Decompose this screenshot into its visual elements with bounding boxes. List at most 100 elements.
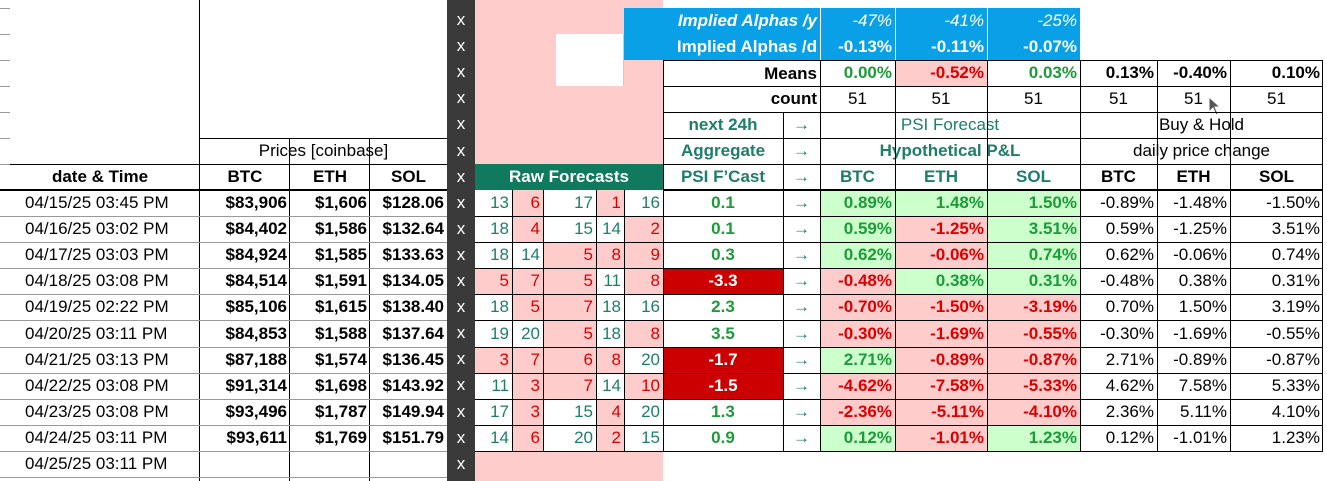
pl-cell[interactable]: -0.70%: [820, 294, 895, 321]
btc-price-cell[interactable]: $84,402: [225, 219, 287, 239]
raw-forecast-cell[interactable]: 13: [475, 190, 512, 216]
raw-forecast-cell[interactable]: 5: [499, 271, 509, 291]
buy-hold-cell[interactable]: -0.89%: [1173, 349, 1227, 369]
raw-forecast-cell[interactable]: 1: [611, 193, 621, 212]
raw-forecast-cell[interactable]: 18: [596, 294, 624, 321]
pl-cell[interactable]: 0.89%: [820, 190, 895, 216]
pl-cell[interactable]: -0.06%: [895, 242, 987, 269]
psi-forecast-cell[interactable]: 0.9: [711, 427, 735, 447]
raw-forecast-cell[interactable]: 18: [596, 320, 624, 347]
psi-forecast-cell[interactable]: 3.5: [711, 323, 735, 343]
raw-forecast-cell[interactable]: 2: [611, 427, 621, 447]
date-cell[interactable]: 04/24/25 03:11 PM: [25, 427, 168, 447]
buy-hold-cell[interactable]: 5.11%: [1180, 401, 1227, 421]
eth-price-cell[interactable]: $1,787: [315, 401, 367, 421]
psi-forecast-cell[interactable]: 0.1: [711, 219, 735, 239]
psi-forecast-cell[interactable]: 2.3: [711, 297, 735, 317]
eth-price-cell[interactable]: $1,586: [315, 219, 367, 239]
raw-forecast-cell[interactable]: 8: [650, 271, 660, 291]
sol-price-cell[interactable]: $143.92: [382, 375, 444, 395]
btc-price-cell[interactable]: $93,496: [225, 401, 287, 421]
eth-price-cell[interactable]: $1,698: [315, 375, 367, 395]
pl-cell[interactable]: 3.51%: [987, 216, 1080, 243]
btc-price-cell[interactable]: $91,314: [225, 375, 287, 395]
buy-hold-cell[interactable]: 0.31%: [1271, 271, 1320, 291]
psi-forecast-cell[interactable]: 0.1: [711, 193, 735, 212]
raw-forecast-cell[interactable]: 18: [475, 242, 512, 269]
pl-cell[interactable]: 0.38%: [895, 268, 987, 295]
buy-hold-cell[interactable]: 7.58%: [1178, 375, 1227, 395]
pl-cell[interactable]: -1.01%: [895, 424, 987, 451]
pl-cell[interactable]: 0.74%: [987, 242, 1080, 269]
raw-forecast-cell[interactable]: 6: [530, 427, 540, 447]
btc-price-cell[interactable]: $84,853: [225, 323, 287, 343]
buy-hold-cell[interactable]: 2.36%: [1105, 401, 1154, 421]
raw-forecast-cell[interactable]: 6: [583, 349, 593, 369]
btc-price-cell[interactable]: $93,611: [226, 427, 287, 447]
btc-price-cell[interactable]: $84,924: [225, 245, 287, 265]
sol-price-cell[interactable]: $138.40: [382, 297, 444, 317]
eth-price-cell[interactable]: $1,574: [315, 349, 367, 369]
buy-hold-cell[interactable]: 0.62%: [1105, 245, 1154, 265]
sol-price-cell[interactable]: $133.63: [382, 245, 444, 265]
raw-forecast-cell[interactable]: 20: [543, 424, 596, 451]
raw-forecast-cell[interactable]: 5: [583, 245, 593, 265]
raw-forecast-cell[interactable]: 10: [641, 375, 660, 395]
raw-forecast-cell[interactable]: 4: [611, 401, 621, 421]
pl-cell[interactable]: 0.59%: [820, 216, 895, 243]
pl-cell[interactable]: -0.89%: [895, 346, 987, 373]
raw-forecast-cell[interactable]: 15: [624, 424, 663, 451]
raw-forecast-cell[interactable]: 4: [530, 219, 540, 239]
buy-hold-cell[interactable]: 2.71%: [1105, 349, 1154, 369]
psi-forecast-cell[interactable]: -1.7: [663, 346, 783, 373]
sol-price-cell[interactable]: $136.45: [382, 349, 444, 369]
btc-price-cell[interactable]: $84,514: [225, 271, 287, 291]
pl-cell[interactable]: 0.62%: [820, 242, 895, 269]
sol-price-cell[interactable]: $134.05: [382, 271, 444, 291]
pl-cell[interactable]: 1.50%: [987, 190, 1080, 216]
buy-hold-cell[interactable]: 3.19%: [1271, 297, 1320, 317]
raw-forecast-cell[interactable]: 7: [583, 375, 593, 395]
sol-price-cell[interactable]: $132.64: [382, 219, 444, 239]
raw-forecast-cell[interactable]: 14: [475, 424, 512, 451]
buy-hold-cell[interactable]: -0.87%: [1266, 349, 1320, 369]
pl-cell[interactable]: -4.62%: [820, 372, 895, 399]
pl-cell[interactable]: -0.55%: [987, 320, 1080, 347]
pl-cell[interactable]: -5.33%: [987, 372, 1080, 399]
pl-cell[interactable]: -0.30%: [820, 320, 895, 347]
buy-hold-cell[interactable]: -0.30%: [1100, 323, 1154, 343]
raw-forecast-cell[interactable]: 7: [583, 297, 593, 317]
buy-hold-cell[interactable]: 1.23%: [1271, 427, 1320, 447]
btc-price-cell[interactable]: $85,106: [225, 297, 287, 317]
pl-cell[interactable]: -7.58%: [895, 372, 987, 399]
raw-forecast-cell[interactable]: 11: [596, 268, 624, 295]
raw-forecast-cell[interactable]: 18: [475, 294, 512, 321]
raw-forecast-cell[interactable]: 8: [611, 245, 621, 265]
buy-hold-cell[interactable]: 4.62%: [1105, 375, 1154, 395]
eth-price-cell[interactable]: $1,588: [315, 323, 367, 343]
raw-forecast-cell[interactable]: 11: [475, 372, 512, 399]
pl-cell[interactable]: 1.48%: [895, 190, 987, 216]
pl-cell[interactable]: 0.31%: [987, 268, 1080, 295]
pl-cell[interactable]: -4.10%: [987, 398, 1080, 425]
pl-cell[interactable]: 1.23%: [987, 424, 1080, 451]
psi-forecast-cell[interactable]: -3.3: [663, 268, 783, 295]
raw-forecast-cell[interactable]: 5: [583, 323, 593, 343]
eth-price-cell[interactable]: $1,615: [315, 297, 367, 317]
eth-price-cell[interactable]: $1,769: [315, 427, 367, 447]
buy-hold-cell[interactable]: 0.70%: [1105, 297, 1154, 317]
psi-forecast-cell[interactable]: 1.3: [711, 401, 735, 421]
raw-forecast-cell[interactable]: 17: [475, 398, 512, 425]
buy-hold-cell[interactable]: -1.48%: [1173, 193, 1227, 212]
date-cell[interactable]: 04/19/25 02:22 PM: [25, 297, 169, 317]
raw-forecast-cell[interactable]: 2: [650, 219, 660, 239]
last-date-cell[interactable]: 04/25/25 03:11 PM: [25, 454, 168, 473]
date-cell[interactable]: 04/18/25 03:08 PM: [25, 271, 169, 291]
buy-hold-cell[interactable]: 0.12%: [1105, 427, 1154, 447]
buy-hold-cell[interactable]: -0.89%: [1100, 193, 1154, 212]
raw-forecast-cell[interactable]: 17: [543, 190, 596, 216]
date-cell[interactable]: 04/20/25 03:11 PM: [25, 323, 168, 343]
pl-cell[interactable]: -3.19%: [987, 294, 1080, 321]
buy-hold-cell[interactable]: -1.69%: [1173, 323, 1227, 343]
raw-forecast-cell[interactable]: 5: [583, 271, 593, 291]
